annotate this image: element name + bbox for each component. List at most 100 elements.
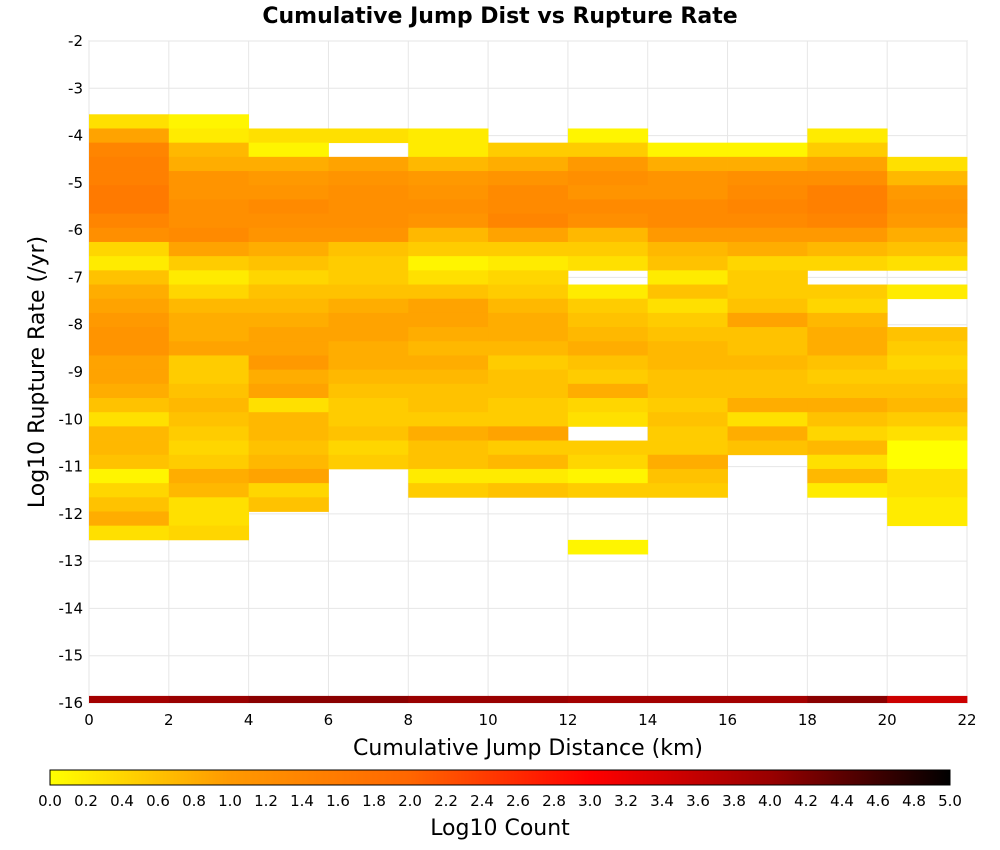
heatmap-cell (727, 213, 808, 229)
heatmap-cell (647, 355, 728, 371)
heatmap-cell (567, 483, 649, 498)
heatmap-cell (168, 483, 250, 498)
heatmap-cell (89, 156, 170, 172)
heatmap-cell (248, 412, 329, 427)
heatmap-cell (248, 695, 329, 703)
x-tick-label: 6 (324, 711, 334, 729)
x-tick-label: 10 (479, 711, 498, 729)
colorbar-tick-label: 4.4 (830, 792, 854, 810)
heatmap-cell (567, 298, 649, 314)
heatmap-cell (567, 468, 649, 484)
heatmap-cell (168, 312, 250, 328)
colorbar-tick-label: 0.8 (182, 792, 206, 810)
heatmap-cell (248, 369, 329, 385)
heatmap-cell (807, 213, 888, 229)
heatmap-cell (89, 468, 170, 484)
heatmap-cell (168, 327, 250, 342)
heatmap-cell (647, 171, 728, 186)
heatmap-cell (647, 142, 728, 158)
heatmap-cell (727, 426, 808, 441)
heatmap-cell (248, 440, 329, 456)
heatmap-cell (807, 383, 888, 399)
heatmap-cell (807, 695, 888, 703)
heatmap-cell (488, 454, 569, 470)
x-tick-label: 8 (403, 711, 413, 729)
heatmap-cell (887, 185, 968, 200)
heatmap-cell (89, 355, 170, 371)
heatmap-cell (727, 695, 808, 703)
heatmap-cell (248, 497, 329, 512)
heatmap-cell (647, 483, 728, 498)
colorbar-tick-label: 3.0 (578, 792, 602, 810)
colorbar-tick-label: 4.2 (794, 792, 818, 810)
x-axis-ticks: 0 2 4 6 8 10 12 14 16 18 20 22 (84, 711, 976, 729)
heatmap-cell (647, 468, 728, 484)
colorbar-tick-label: 0.6 (146, 792, 170, 810)
heatmap-cell (168, 256, 250, 271)
heatmap-cell (488, 440, 569, 456)
heatmap-cell (647, 440, 728, 456)
heatmap-cell (248, 327, 329, 342)
x-tick-label: 14 (638, 711, 657, 729)
heatmap-cell (328, 298, 409, 314)
heatmap-cell (488, 241, 569, 257)
heatmap-cell (567, 341, 649, 356)
heatmap-cell (727, 398, 808, 413)
heatmap-cell (887, 171, 968, 186)
heatmap-cell (727, 383, 808, 399)
heatmap-cell (488, 341, 569, 356)
heatmap-cell (647, 454, 728, 470)
heatmap-cell (567, 128, 649, 144)
y-tick-label: -9 (68, 363, 83, 381)
heatmap-cell (567, 185, 649, 200)
heatmap-cell (807, 241, 888, 257)
heatmap-cell (647, 426, 728, 441)
heatmap-cell (248, 213, 329, 229)
heatmap-cell (89, 171, 170, 186)
heatmap-cell (328, 213, 409, 229)
heatmap-cell (887, 483, 968, 498)
heatmap-cell (328, 341, 409, 356)
heatmap-cell (168, 398, 250, 413)
x-axis-label: Cumulative Jump Distance (km) (353, 736, 703, 761)
heatmap-cell (89, 454, 170, 470)
heatmap-cell (887, 454, 968, 470)
colorbar-tick-label: 4.8 (902, 792, 926, 810)
heatmap-cell (328, 185, 409, 200)
heatmap-cell (89, 341, 170, 356)
heatmap-cell (647, 341, 728, 356)
heatmap-cell (488, 199, 569, 214)
heatmap-cell (408, 128, 489, 144)
heatmap-cell (328, 270, 409, 285)
heatmap-cell (567, 539, 649, 555)
heatmap-cell (647, 156, 728, 172)
heatmap-cell (488, 412, 569, 427)
heatmap-cells (89, 114, 968, 703)
heatmap-cell (89, 213, 170, 229)
heatmap-cell (168, 525, 250, 541)
heatmap-cell (89, 128, 170, 144)
heatmap-cell (727, 142, 808, 158)
heatmap-cell (807, 355, 888, 371)
heatmap-cell (328, 312, 409, 328)
heatmap-cell (168, 695, 250, 703)
colorbar-tick-label: 0.4 (110, 792, 134, 810)
chart-title: Cumulative Jump Dist vs Rupture Rate (262, 4, 737, 29)
colorbar-tick-label: 2.2 (434, 792, 458, 810)
heatmap-cell (727, 156, 808, 172)
colorbar-label: Log10 Count (430, 816, 570, 841)
heatmap-cell (408, 156, 489, 172)
heatmap-cell (408, 284, 489, 300)
heatmap-cell (727, 241, 808, 257)
heatmap-cell (488, 298, 569, 314)
colorbar-tick-label: 1.8 (362, 792, 386, 810)
heatmap-cell (89, 185, 170, 200)
heatmap-cell (168, 156, 250, 172)
heatmap-cell (647, 695, 728, 703)
heatmap-cell (89, 440, 170, 456)
heatmap-cell (887, 284, 968, 300)
heatmap-cell (807, 454, 888, 470)
heatmap-cell (488, 468, 569, 484)
heatmap-cell (89, 199, 170, 214)
